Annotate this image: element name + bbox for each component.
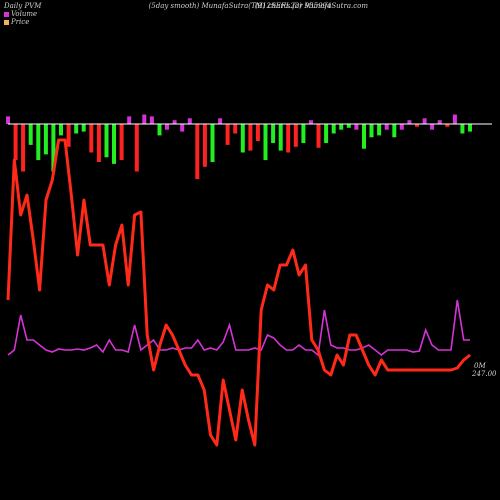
- volume-bar: [430, 124, 435, 130]
- volume-bar: [21, 124, 26, 172]
- volume-line: [7, 299, 470, 357]
- volume-bar: [415, 124, 419, 127]
- volume-bar: [445, 124, 450, 127]
- volume-bar: [316, 124, 321, 148]
- volume-bar: [437, 120, 442, 124]
- volume-bar: [66, 124, 71, 147]
- volume-bar: [468, 124, 472, 132]
- volume-bar: [142, 114, 147, 124]
- price-line-glow: [7, 139, 471, 447]
- legend-price-swatch: [4, 19, 9, 25]
- volume-bar: [309, 120, 313, 124]
- volume-bar: [452, 114, 457, 124]
- volume-bar: [392, 124, 397, 138]
- header-center: (5day smooth) MunafaSutra(TM) charts for…: [148, 2, 332, 10]
- volume-bar: [119, 124, 124, 161]
- header-left: Daily PVM: [4, 2, 42, 10]
- volume-bar: [28, 124, 33, 145]
- volume-bar: [422, 118, 427, 124]
- volume-bar: [225, 124, 230, 145]
- last-price-label: 247.00: [471, 370, 497, 378]
- volume-bar: [81, 124, 86, 132]
- volume-bar: [346, 124, 351, 128]
- volume-bar: [218, 118, 223, 124]
- volume-bar: [354, 124, 359, 130]
- volume-bar: [339, 124, 344, 130]
- volume-bar: [195, 124, 200, 180]
- volume-bar: [13, 124, 18, 161]
- volume-bar: [362, 124, 366, 149]
- volume-bar: [293, 124, 298, 147]
- volume-bar: [36, 124, 41, 161]
- volume-bar: [377, 124, 382, 136]
- volume-bar: [460, 124, 465, 134]
- volume-bar: [172, 120, 177, 124]
- volume-bar: [301, 124, 306, 143]
- volume-bar: [51, 124, 56, 172]
- volume-bar: [157, 124, 162, 136]
- volume-bar: [331, 124, 336, 134]
- volume-bar: [407, 120, 412, 124]
- volume-bar: [43, 124, 48, 155]
- price-line: [6, 138, 471, 447]
- volume-bar: [278, 124, 283, 151]
- volume-bar: [384, 124, 389, 130]
- volume-bar: [187, 118, 192, 124]
- last-volume-label: 0M: [474, 362, 486, 370]
- legend-volume-swatch: [4, 11, 9, 17]
- legend-price: Price: [4, 18, 29, 26]
- volume-bar: [180, 124, 185, 132]
- volume-bar: [240, 124, 245, 153]
- volume-bar: [89, 124, 94, 153]
- volume-bar: [134, 124, 139, 172]
- legend-volume-label: Volume: [11, 10, 38, 18]
- volume-bar: [255, 124, 260, 142]
- volume-bar: [104, 124, 109, 158]
- volume-bar: [202, 124, 207, 167]
- volume-bar: [399, 124, 404, 130]
- volume-bar: [165, 124, 169, 130]
- legend-price-label: Price: [11, 18, 30, 26]
- volume-bar: [96, 124, 101, 162]
- volume-bar: [6, 116, 10, 124]
- volume-bar: [59, 124, 63, 136]
- volume-bar: [112, 124, 116, 164]
- volume-bar: [369, 124, 374, 138]
- volume-bar: [210, 124, 215, 162]
- header-right: (912SEFL22) MunafaSutra.com: [254, 2, 368, 10]
- legend-volume: Volume: [4, 10, 37, 18]
- volume-bar: [127, 116, 132, 124]
- volume-bar: [248, 124, 253, 151]
- volume-bar: [74, 124, 79, 134]
- volume-bar: [286, 124, 291, 153]
- volume-bars: [6, 114, 472, 180]
- volume-bar: [149, 116, 154, 124]
- volume-bar: [233, 124, 238, 134]
- volume-bar: [271, 124, 276, 143]
- volume-bar: [263, 124, 268, 161]
- volume-bar: [324, 124, 329, 143]
